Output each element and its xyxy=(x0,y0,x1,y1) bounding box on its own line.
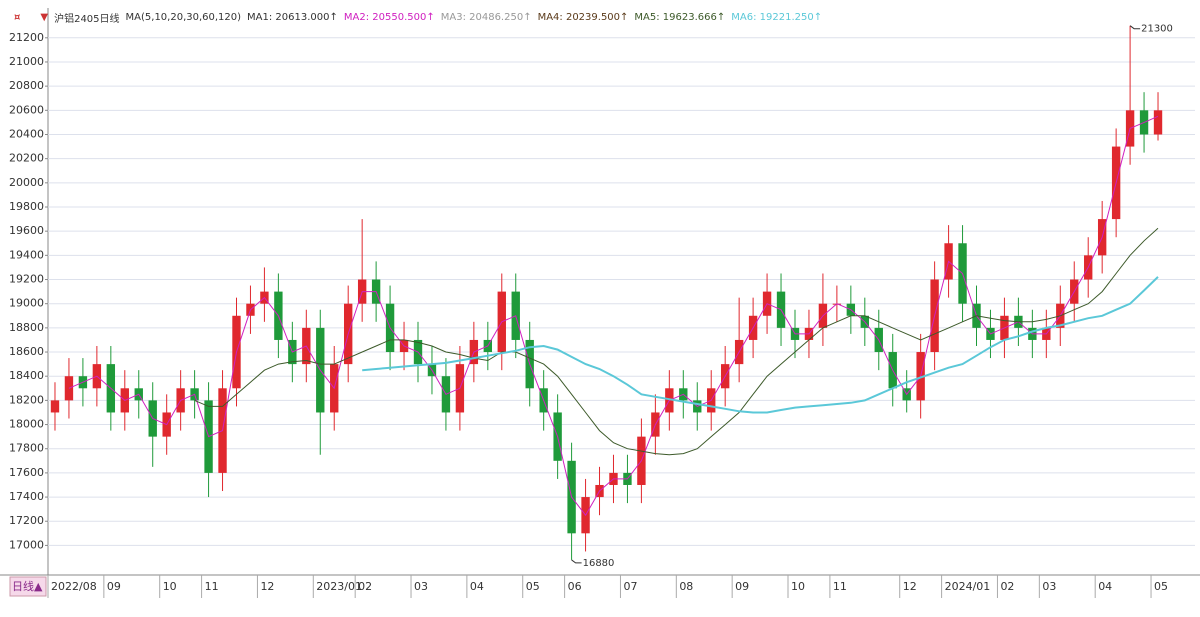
y-tick-label: 20800 xyxy=(9,79,44,92)
y-tick-label: 19800 xyxy=(9,200,44,213)
annotation-leader xyxy=(1129,25,1141,30)
period-label[interactable]: 日线▲ xyxy=(12,579,43,593)
x-tick-label: 05 xyxy=(526,580,540,593)
candle-body xyxy=(1153,110,1163,135)
y-tick-label: 20000 xyxy=(9,176,44,189)
y-tick-label: 19200 xyxy=(9,273,44,286)
y-tick-label: 17200 xyxy=(9,514,44,527)
y-tick-label: 18400 xyxy=(9,369,44,382)
x-tick-label: 04 xyxy=(470,580,484,593)
x-tick-label: 2024/01 xyxy=(945,580,991,593)
x-tick-label: 03 xyxy=(1042,580,1056,593)
y-tick-label: 19600 xyxy=(9,224,44,237)
y-tick-label: 17600 xyxy=(9,466,44,479)
annotation-leader xyxy=(571,559,582,564)
y-tick-label: 21000 xyxy=(9,55,44,68)
y-tick-label: 19400 xyxy=(9,248,44,261)
legend-entry: MA2: 20550.500↑ xyxy=(343,12,435,23)
x-tick-label: 10 xyxy=(163,580,177,593)
y-tick-label: 19000 xyxy=(9,297,44,310)
y-tick-label: 18200 xyxy=(9,393,44,406)
period-button[interactable] xyxy=(9,576,47,597)
annotation-label: 21300 xyxy=(1141,24,1173,35)
x-tick-label: 10 xyxy=(791,580,805,593)
x-tick-label: 07 xyxy=(623,580,637,593)
x-tick-label: 12 xyxy=(260,580,274,593)
symbol-title: 沪铝2405日线 xyxy=(54,14,120,25)
y-tick-label: 17000 xyxy=(9,538,44,551)
y-tick-label: 18600 xyxy=(9,345,44,358)
x-tick-label: 05 xyxy=(1154,580,1168,593)
y-tick-label: 18000 xyxy=(9,418,44,431)
x-tick-label: 2022/08 xyxy=(51,580,97,593)
x-tick-label: 2023/01 xyxy=(316,580,362,593)
annotation-label: 16880 xyxy=(583,558,615,569)
y-tick-label: 21200 xyxy=(9,31,44,44)
candle-body xyxy=(50,400,60,413)
y-tick-label: 20600 xyxy=(9,103,44,116)
y-tick-label: 20200 xyxy=(9,152,44,165)
indicator-name: MA(5,10,20,30,60,120) xyxy=(125,12,242,23)
x-tick-label: 02 xyxy=(358,580,372,593)
legend-entry: MA1: 20613.000↑ xyxy=(247,12,338,23)
x-tick-label: 09 xyxy=(735,580,749,593)
x-tick-label: 04 xyxy=(1098,580,1112,593)
y-tick-label: 18800 xyxy=(9,321,44,334)
ma-line xyxy=(194,227,1159,456)
y-tick-label: 17400 xyxy=(9,490,44,503)
x-tick-label: 06 xyxy=(568,580,582,593)
header: ¤ ▼ 沪铝2405日线 MA(5,10,20,30,60,120) MA1: … xyxy=(14,10,822,25)
x-tick-label: 11 xyxy=(833,580,847,593)
legend-entry: MA4: 20239.500↑ xyxy=(537,12,629,23)
pin-icon[interactable]: ▼ xyxy=(40,12,49,23)
x-tick-label: 08 xyxy=(679,580,693,593)
ma-line xyxy=(362,276,1159,414)
menu-icon[interactable]: ¤ xyxy=(14,12,21,23)
legend-entry: MA6: 19221.250↑ xyxy=(731,12,823,23)
x-tick-label: 12 xyxy=(903,580,917,593)
y-tick-label: 20400 xyxy=(9,127,44,140)
y-tick-label: 17800 xyxy=(9,442,44,455)
x-tick-label: 09 xyxy=(107,580,121,593)
x-tick-label: 02 xyxy=(1000,580,1014,593)
x-tick-label: 03 xyxy=(414,580,428,593)
x-tick-label: 11 xyxy=(205,580,219,593)
legend-entry: MA3: 20486.250↑ xyxy=(440,12,532,23)
legend-entry: MA5: 19623.666↑ xyxy=(634,12,726,23)
candles xyxy=(50,25,1163,560)
